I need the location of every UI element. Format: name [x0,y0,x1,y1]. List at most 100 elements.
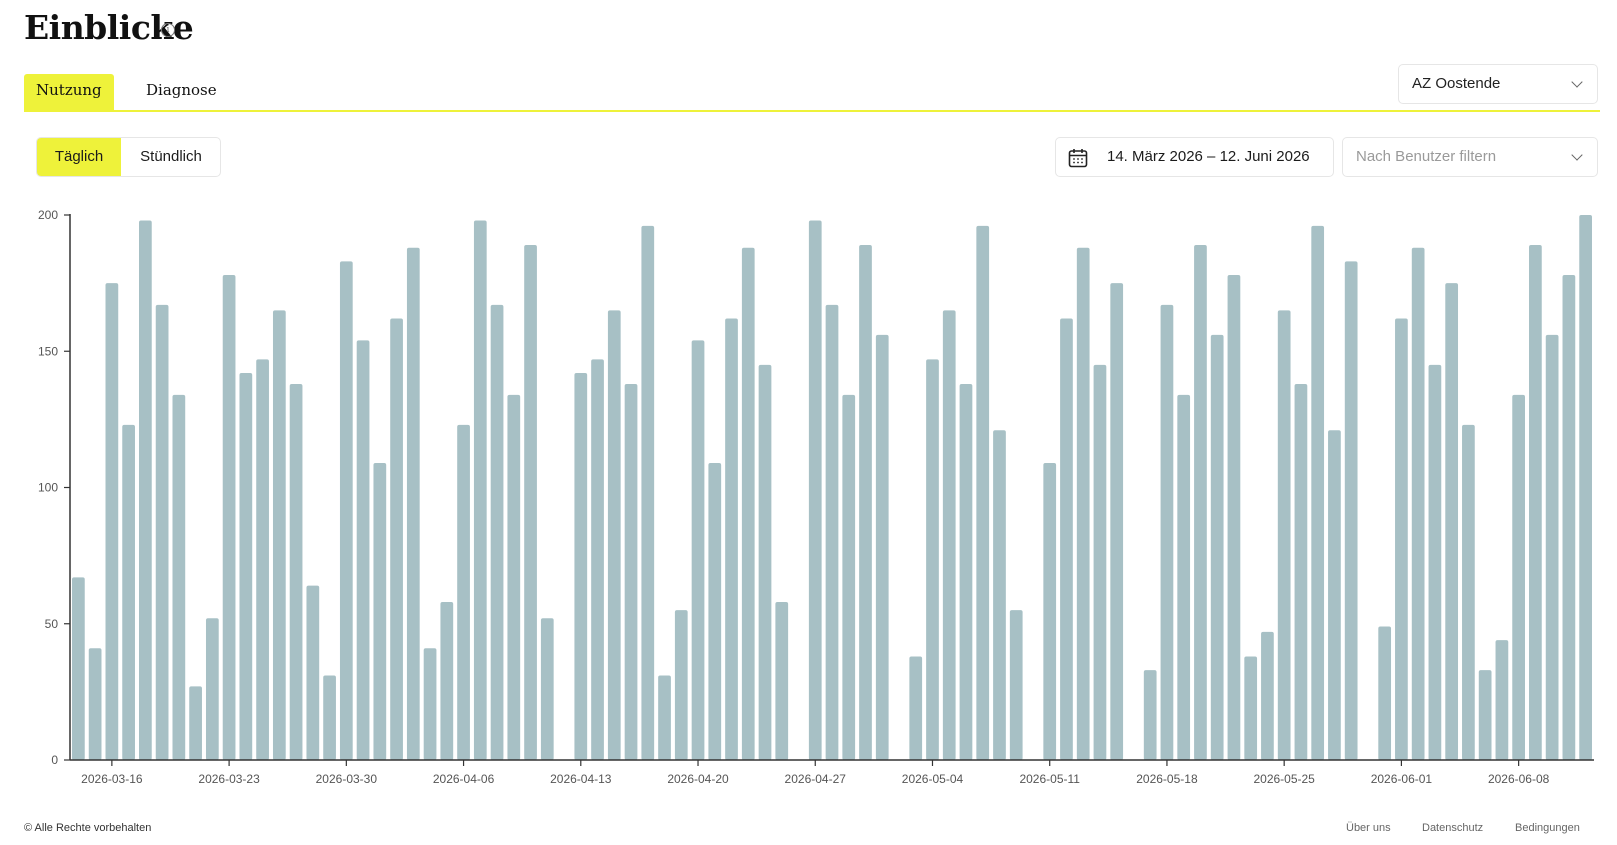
chart-bar [306,585,320,760]
x-tick-label: 2026-04-20 [667,772,729,786]
chart-bar [1210,334,1224,760]
chevron-down-icon [1571,76,1583,88]
chart-bar [105,283,119,761]
chart-bar [1562,274,1576,760]
location-select[interactable]: AZ Oostende [1398,64,1598,104]
date-range-picker[interactable]: 14. März 2026 – 12. Juni 2026 [1055,137,1334,177]
chart-bar [72,577,85,760]
chart-bar [1395,318,1408,760]
chart-bar [473,220,487,760]
chart-bar [423,648,437,760]
chart-bar [390,318,403,760]
chart-bar [1344,261,1358,760]
chart-bar [1328,430,1341,760]
chart-bar [1529,244,1542,761]
chart-bar [373,462,387,760]
calendar-icon [1068,149,1088,168]
chart-bar [272,310,286,761]
chart-bar [490,304,504,760]
hourly-button[interactable]: Stündlich [140,148,202,165]
user-filter-select[interactable]: Nach Benutzer filtern [1342,137,1598,177]
y-tick-label: 100 [38,481,58,495]
chart-bar [1060,318,1073,760]
terms-link[interactable]: Bedingungen [1515,822,1580,834]
chart-bar [1478,670,1492,760]
chart-bar [457,424,470,760]
chart-bar [1076,247,1090,760]
x-tick-label: 2026-05-18 [1136,772,1198,786]
chart-bar [741,247,755,760]
chart-bar [1261,631,1274,760]
chart-bar [591,359,604,760]
info-icon[interactable]: i [161,23,175,37]
chart-bar [1143,670,1157,760]
chart-bar [708,462,722,760]
date-range-label: 14. März 2026 – 12. Juni 2026 [1107,148,1310,165]
chart-bar [256,359,269,760]
chart-bar [1428,364,1442,761]
chart-bar [775,601,789,760]
chart-bar [239,373,253,760]
chart-bar [942,310,956,761]
chart-bar [725,318,738,760]
chart-bar [1277,310,1291,761]
chart-bar [540,618,554,760]
chart-bar [1311,225,1325,760]
usage-bar-chart: 0 50 100 150 200 2026-03-16 2026-03-23 2026-03-… [38,208,1594,786]
chart-bar [1160,304,1174,760]
chart-bar [758,364,772,761]
chart-bar [1093,364,1107,761]
chart-bar [1512,394,1525,760]
y-tick-label: 0 [51,753,58,767]
chart-bar [1445,283,1459,761]
chart-bar [1227,274,1241,760]
chart-bar [859,244,872,761]
chart-bar [189,686,202,760]
chart-bar [323,675,336,760]
chart-bar [658,675,671,760]
chart-bar [1378,626,1392,760]
chart-bar [205,618,219,760]
chart-bar [1495,640,1509,760]
tab-nutzung[interactable]: Nutzung [24,74,114,110]
x-tick-label: 2026-05-11 [1019,772,1080,786]
chart-bar [674,610,688,761]
chart-bar [440,601,454,760]
tab-diagnose[interactable]: Diagnose [146,81,217,99]
y-tick-label: 50 [45,617,59,631]
x-tick-label: 2026-05-25 [1253,772,1315,786]
chart-bar [289,383,303,760]
daily-button[interactable]: Täglich [37,138,121,176]
chart-bar [825,304,839,760]
x-tick-label: 2026-03-23 [198,772,260,786]
chart-bar [139,220,152,760]
chevron-down-icon [1571,149,1583,161]
chart-bar [222,274,236,760]
chart-bar [1244,656,1258,760]
tab-bar: Nutzung Diagnose [24,74,1600,112]
x-tick-label: 2026-06-08 [1488,772,1550,786]
x-tick-label: 2026-03-16 [81,772,143,786]
chart-bar [641,225,655,760]
chart-bar [1043,462,1057,760]
x-tick-label: 2026-04-13 [550,772,612,786]
chart-bar [959,383,973,760]
chart-bar [909,656,923,760]
about-link[interactable]: Über uns [1346,822,1391,834]
x-tick-label: 2026-06-01 [1371,772,1433,786]
chart-bar [574,373,588,760]
y-tick-label: 200 [38,208,58,222]
chart-bar [356,340,370,760]
granularity-toggle: Täglich Stündlich [36,137,221,177]
chart-bar [624,383,638,760]
chart-bar [607,310,621,761]
chart-bar [976,225,990,760]
chart-bar [1009,610,1023,761]
chart-bar [1194,244,1207,761]
chart-bar [172,394,186,760]
chart-bar [1411,247,1425,760]
chart-bar [1545,334,1559,760]
privacy-link[interactable]: Datenschutz [1422,822,1484,834]
chart-bar [1177,394,1191,760]
chart-bar [1579,215,1592,760]
